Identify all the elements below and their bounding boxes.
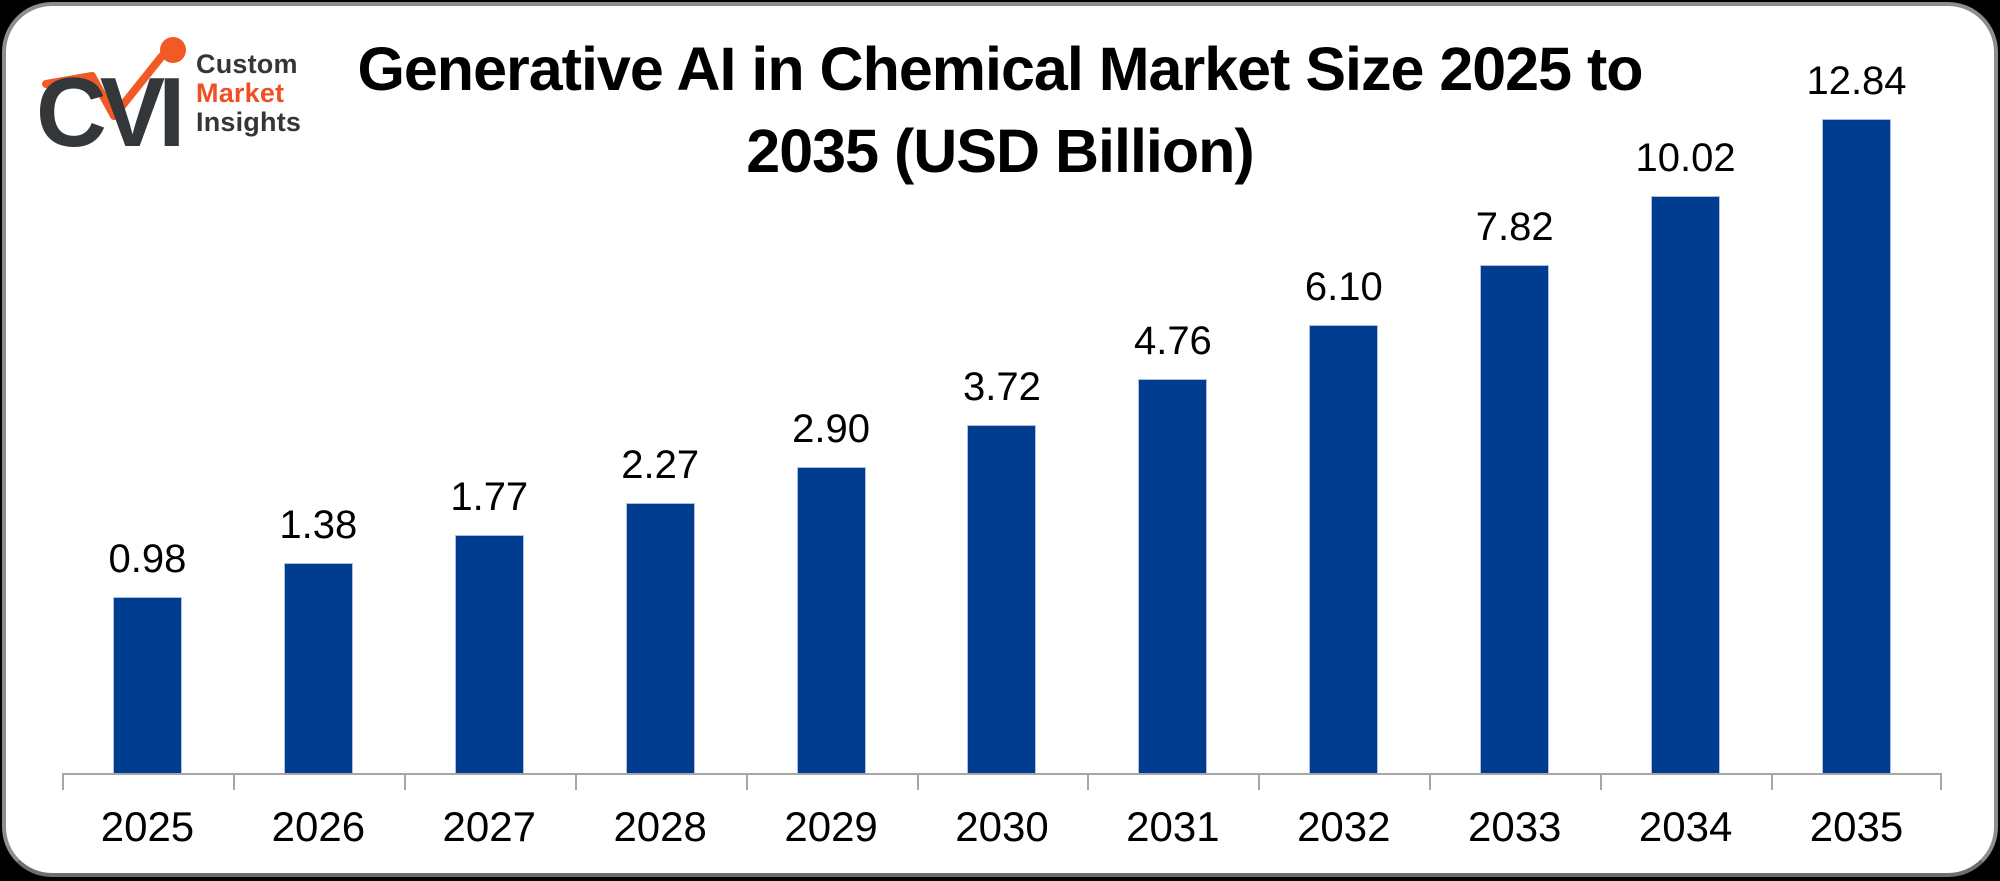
logo-mark-text: CVI [40,57,179,152]
bar-column-2029: 2.90 [746,407,917,773]
data-label: 0.98 [108,537,187,581]
data-label: 10.02 [1635,136,1736,180]
bar [796,467,866,773]
x-axis-label: 2033 [1467,803,1562,850]
x-axis-label: 2025 [100,803,195,850]
axis-tick [1940,775,1942,790]
chart-title-line-2: 2035 (USD Billion) [746,117,1254,185]
x-axis-label: 2026 [271,803,366,850]
bar [1309,325,1379,773]
data-label: 7.82 [1475,205,1554,249]
axis-tick [1429,775,1432,790]
data-label: 4.76 [1133,319,1212,363]
bar [967,425,1037,773]
axis-tick [1771,775,1774,790]
data-label: 1.77 [450,475,529,519]
x-axis-label: 2035 [1809,803,1904,850]
x-axis-labels: 2025 2026 2027 2028 2029 2030 2031 2032 2033 2034… [62,799,1942,855]
bar [1651,196,1721,773]
bar-column-2033: 7.82 [1429,205,1600,773]
bar [454,535,524,773]
bar [625,503,695,773]
bar [1138,379,1208,773]
bar-column-2025: 0.98 [62,537,233,773]
chart-title-line-1: Generative AI in Chemical Market Size 20… [357,35,1643,103]
logo-word-market: Market [196,77,285,108]
bar-column-2026: 1.38 [233,503,404,773]
bar [112,597,182,773]
bar-column-2032: 6.10 [1258,265,1429,773]
axis-tick [403,775,406,790]
bar [1822,119,1892,773]
axis-tick [916,775,919,790]
data-label: 6.10 [1304,265,1383,309]
x-axis-label: 2030 [955,803,1049,850]
bar-column-2035: 12.84 [1771,59,1942,773]
bar-column-2031: 4.76 [1087,319,1258,773]
axis-tick [62,775,64,790]
x-axis-label: 2032 [1297,803,1391,850]
x-axis-label: 2028 [613,803,707,850]
logo-wordmark: Custom Market Insights [196,48,302,137]
bar-column-2027: 1.77 [404,475,575,773]
data-label: 12.84 [1806,59,1907,103]
chart-title: Generative AI in Chemical Market Size 20… [6,28,1994,192]
data-label: 2.90 [792,407,870,451]
x-axis-line [62,773,1942,790]
axis-tick [232,775,235,790]
axis-tick [574,775,577,790]
x-axis-label: 2027 [442,803,536,850]
bar [1480,265,1550,773]
bar [283,563,353,773]
data-label: 3.72 [963,365,1041,409]
x-axis-label: 2031 [1126,803,1220,850]
x-axis-label: 2029 [784,803,878,850]
data-label: 2.27 [621,443,700,487]
axis-tick [745,775,748,790]
logo: CVI Custom Market Insights [40,34,301,152]
axis-tick [1087,775,1090,790]
logo-word-custom: Custom [196,48,298,79]
data-label: 1.38 [279,503,358,547]
axis-tick [1600,775,1603,790]
logo-word-insights: Insights [196,106,302,137]
bar-column-2034: 10.02 [1600,136,1771,773]
bars-container: 0.98 1.38 1.77 2.27 2.90 3.72 4.76 6.10 7.82 10.0… [62,43,1942,773]
axis-tick [1258,775,1261,790]
bar-column-2028: 2.27 [575,443,746,773]
bar-column-2030: 3.72 [917,365,1088,773]
x-axis-label: 2034 [1638,803,1733,850]
cmi-logo-icon: CVI [40,37,186,152]
